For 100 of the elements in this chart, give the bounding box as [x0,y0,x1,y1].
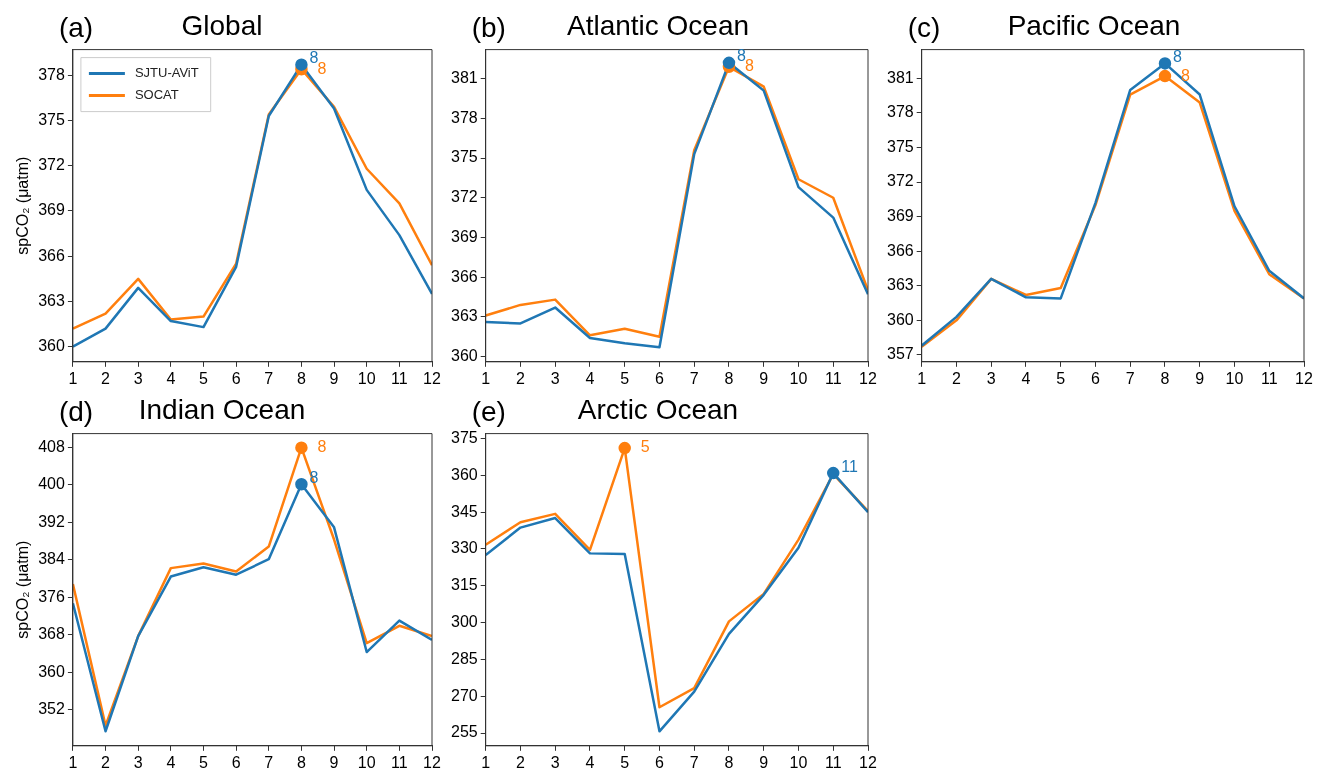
x-tick-label: 7 [689,369,699,387]
y-tick-label: 360 [38,337,65,355]
annotation: 8 [317,59,327,77]
x-tick-label: 9 [759,369,769,387]
x-tick-label: 11 [391,753,408,771]
y-tick-label: 352 [38,700,65,718]
text: (a) [58,11,94,43]
x-tick-label: 5 [620,753,630,771]
y-tick-label: 345 [450,502,478,520]
x-tick-label: 8 [724,753,734,771]
x-tick-label: 9 [759,753,769,771]
annotation: 8 [1180,66,1190,84]
y-tick-label: 372 [450,188,478,206]
y-axis-title: spCO₂ (μatm) [14,156,32,255]
y-tick-label: 375 [38,110,65,128]
y-tick-label: 378 [886,103,914,121]
y-tick-label: 375 [450,148,478,166]
x-tick-label: 4 [1021,369,1031,387]
x-tick-label: 6 [655,369,665,387]
y-tick-label: 366 [450,267,478,285]
y-tick-label: 360 [886,310,914,328]
annotation: 8 [744,57,754,75]
chart-title: Atlantic Ocean [566,9,750,41]
y-tick-label: 330 [450,539,478,557]
y-tick-label: 378 [450,108,478,126]
x-tick-label: 5 [199,369,209,387]
y-tick-label: 360 [450,346,478,364]
y-tick-label: 376 [38,587,65,605]
x-tick-label: 4 [585,753,595,771]
x-tick-label: 8 [724,369,734,387]
y-tick-label: 400 [38,475,65,493]
x-tick-label: 11 [1260,369,1278,387]
y-tick-label: 357 [886,345,914,363]
chart-title: Global [181,9,263,41]
y-tick-label: 384 [38,550,65,568]
x-tick-label: 12 [423,753,441,771]
x-tick-label: 4 [166,369,176,387]
y-tick-label: 366 [886,241,914,259]
x-tick-label: 2 [101,753,111,771]
y-tick-label: 315 [450,576,478,594]
x-tick-label: 4 [585,369,595,387]
y-tick-label: 375 [886,137,914,155]
y-tick-label: 369 [38,201,65,219]
x-tick-label: 1 [481,369,491,387]
x-tick-label: 10 [357,753,376,771]
y-tick-label: 366 [38,246,65,264]
x-tick-label: 3 [133,753,143,771]
chart-title: Pacific Ocean [1007,9,1181,41]
y-tick-label: 360 [450,465,478,483]
x-tick-label: 12 [859,753,877,771]
text: (c) [907,11,941,43]
y-tick-label: 378 [38,65,65,83]
y-tick-label: 270 [450,686,478,704]
x-tick-label: 8 [1160,369,1170,387]
annotation: 8 [309,49,319,67]
y-tick-label: 392 [38,512,65,530]
x-tick-label: 5 [620,369,630,387]
x-tick-label: 7 [264,369,274,387]
x-tick-label: 1 [68,369,78,387]
x-tick-label: 5 [199,753,209,771]
y-tick-label: 381 [886,68,914,86]
x-tick-label: 7 [264,753,274,771]
y-tick-label: 375 [450,428,478,446]
y-tick-label: 369 [450,227,478,245]
x-tick-label: 11 [824,369,842,387]
x-tick-label: 2 [952,369,961,387]
x-tick-label: 10 [357,369,376,387]
x-tick-label: 6 [655,753,665,771]
x-tick-label: 7 [689,753,699,771]
x-tick-label: 1 [68,753,78,771]
text: (e) [471,395,506,427]
x-tick-label: 7 [1125,369,1135,387]
x-tick-label: 6 [231,753,241,771]
x-tick-label: 5 [1056,369,1066,387]
x-tick-label: 9 [329,369,339,387]
legend-label: SJTU-AViT [134,65,199,81]
x-tick-label: 4 [166,753,176,771]
x-tick-label: 12 [1295,369,1313,387]
x-tick-label: 3 [986,369,996,387]
y-tick-label: 300 [450,613,478,630]
x-tick-label: 1 [481,753,491,771]
annotation: 8 [317,438,327,456]
x-tick-label: 11 [391,369,408,387]
y-tick-label: 408 [38,437,65,455]
y-tick-label: 255 [450,723,478,741]
x-tick-label: 10 [1225,369,1244,387]
y-tick-label: 372 [38,156,65,174]
annotation: 8 [1172,47,1182,65]
x-tick-label: 10 [789,369,808,387]
y-tick-label: 381 [450,69,478,87]
annotation: 8 [736,47,746,65]
y-tick-label: 363 [886,276,914,294]
x-tick-label: 3 [550,753,560,771]
y-tick-label: 372 [886,172,914,190]
y-tick-label: 369 [886,207,914,225]
x-tick-label: 8 [296,753,306,771]
x-tick-label: 2 [516,369,525,387]
y-tick-label: 360 [38,662,65,680]
x-tick-label: 8 [296,369,306,387]
x-tick-label: 9 [329,753,339,771]
